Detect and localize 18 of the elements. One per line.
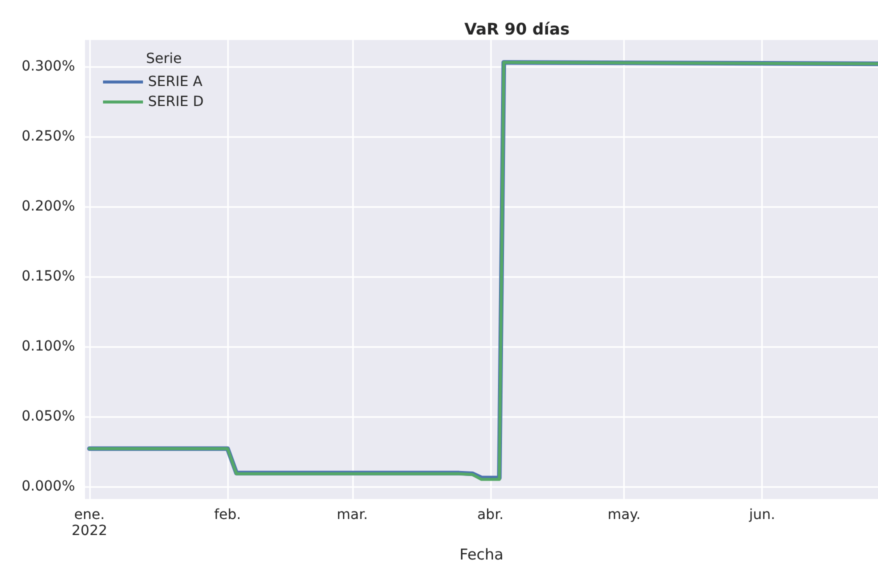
legend-label: SERIE D [148, 94, 204, 110]
x-axis-title: Fecha [460, 546, 504, 564]
x-tick-label: may. [608, 507, 641, 523]
y-tick-label: 0.100% [22, 338, 75, 354]
chart-title: VaR 90 días [464, 20, 570, 38]
y-tick-label: 0.150% [22, 268, 75, 284]
legend-title: Serie [146, 51, 182, 67]
x-tick-label: jun. [748, 507, 776, 523]
y-tick-label: 0.000% [22, 478, 75, 494]
x-tick-label: mar. [336, 507, 368, 523]
y-tick-label: 0.300% [22, 58, 75, 75]
y-tick-label: 0.200% [22, 198, 75, 215]
x-tick-label: abr. [477, 507, 504, 523]
x-tick-label: ene. 2022 [72, 507, 108, 539]
legend-label: SERIE A [148, 74, 203, 90]
y-tick-label: 0.050% [22, 408, 75, 424]
y-tick-label: 0.250% [22, 128, 75, 145]
x-tick-label: feb. [214, 507, 242, 523]
